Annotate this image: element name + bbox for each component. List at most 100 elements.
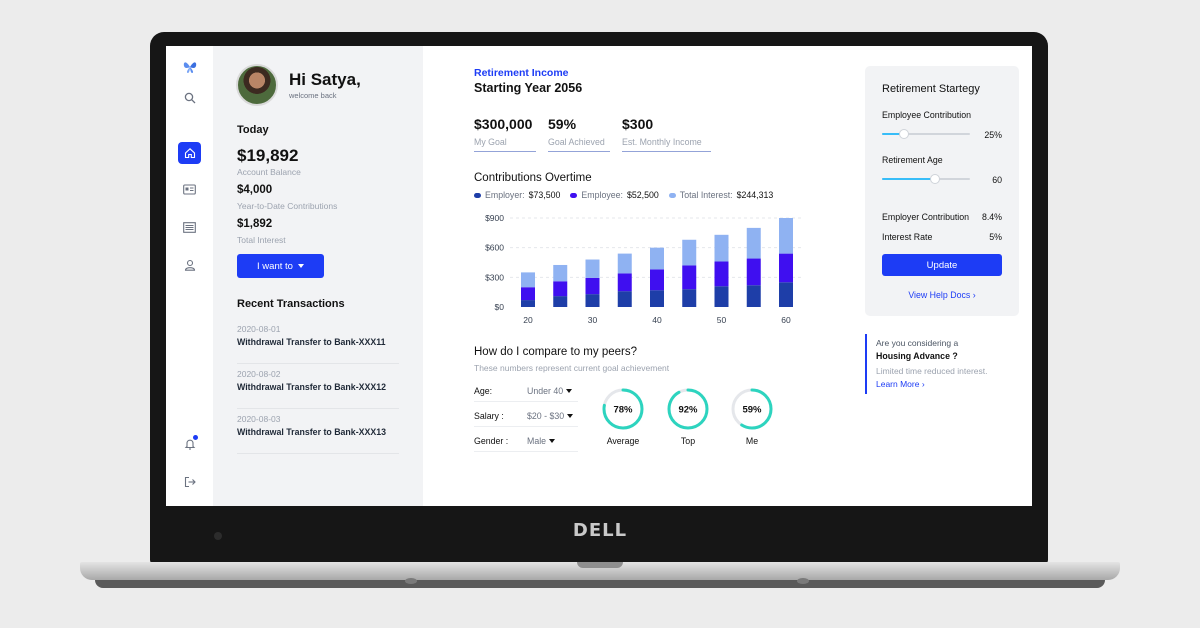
stat-label: Goal Achieved (548, 137, 610, 152)
ring-value: 59% (742, 405, 762, 416)
retirement-strategy-card: Retirement Startegy Employee Contributio… (865, 66, 1019, 316)
bell-icon[interactable] (178, 433, 201, 455)
bar-segment-employee[interactable] (585, 277, 600, 295)
y-tick-label: $600 (485, 243, 504, 253)
retirement-age-value: 60 (992, 175, 1002, 185)
stat-value: 59% (548, 116, 577, 132)
bar-segment-total-interest[interactable] (617, 253, 632, 274)
transaction-date: 2020-08-01 (237, 324, 281, 334)
peer-ring-me: 59% Me (727, 386, 777, 446)
account-balance-label: Account Balance (237, 167, 301, 177)
bar-segment-employer[interactable] (650, 290, 664, 307)
employee-contribution-slider[interactable] (882, 129, 970, 139)
brand-logo: DELL (572, 520, 628, 541)
bar-segment-employer[interactable] (779, 282, 793, 307)
bar-segment-employer[interactable] (521, 300, 535, 307)
bar-segment-total-interest[interactable] (650, 247, 664, 270)
bar-segment-employee[interactable] (617, 273, 632, 292)
y-tick-label: $0 (495, 302, 505, 312)
bar-segment-total-interest[interactable] (521, 272, 535, 288)
filter-age[interactable]: Age: Under 40 (474, 380, 578, 402)
bar-segment-employer[interactable] (553, 296, 568, 307)
filter-salary[interactable]: Salary : $20 - $30 (474, 405, 578, 427)
caret-down-icon (549, 438, 556, 443)
strategy-title: Retirement Startegy (882, 83, 980, 95)
legend-value: $244,313 (736, 190, 774, 200)
peer-ring-average: 78% Average (598, 386, 648, 446)
filter-gender[interactable]: Gender : Male (474, 430, 578, 452)
bar-segment-employee[interactable] (682, 265, 697, 290)
x-tick-label: 50 (717, 315, 727, 325)
progress-ring: 59% (731, 388, 773, 430)
bar-segment-employee[interactable] (553, 281, 568, 297)
legend-swatch (570, 192, 578, 198)
x-tick-label: 40 (652, 315, 662, 325)
bar-segment-employer[interactable] (617, 291, 632, 307)
progress-ring: 78% (602, 388, 644, 430)
caret-down-icon (567, 413, 574, 418)
bar-segment-employee[interactable] (779, 253, 793, 283)
stat-label: Est. Monthly Income (622, 137, 711, 152)
view-help-docs-link[interactable]: View Help Docs › (865, 290, 1019, 300)
bar-segment-employer[interactable] (714, 286, 729, 307)
transaction-item[interactable]: 2020-08-02 Withdrawal Transfer to Bank-X… (237, 369, 399, 409)
ring-progress (731, 388, 773, 430)
filter-dropdown[interactable]: Male (527, 436, 556, 446)
bar-segment-employee[interactable] (746, 258, 761, 286)
retirement-age-slider[interactable] (882, 174, 970, 184)
update-button[interactable]: Update (882, 254, 1002, 276)
housing-title: Housing Advance ? (876, 351, 958, 361)
id-card-icon[interactable] (178, 178, 201, 200)
bar-segment-total-interest[interactable] (714, 234, 729, 262)
bar-segment-employee[interactable] (521, 287, 535, 301)
contributions-title: Contributions Overtime (474, 172, 592, 184)
legend-employee: Employee: $52,500 (570, 190, 659, 200)
slider-handle[interactable] (899, 129, 909, 139)
peers-title: How do I compare to my peers? (474, 346, 637, 358)
learn-more-link[interactable]: Learn More › (876, 379, 1019, 389)
bar-segment-total-interest[interactable] (682, 239, 697, 266)
butterfly-logo-icon[interactable] (178, 56, 201, 78)
x-tick-label: 20 (523, 315, 533, 325)
contributions-chart: $0 $300 $600 $900 20 30 40 50 60 (485, 213, 804, 325)
ring-progress (602, 388, 644, 430)
transaction-item[interactable]: 2020-08-03 Withdrawal Transfer to Bank-X… (237, 414, 399, 454)
bar-segment-employer[interactable] (682, 289, 697, 307)
peers-subtitle: These numbers represent current goal ach… (474, 363, 670, 373)
housing-advance-promo: Are you considering a Housing Advance ? … (865, 334, 1019, 394)
search-icon[interactable] (178, 87, 201, 109)
housing-desc: Limited time reduced interest. (876, 366, 988, 376)
list-icon[interactable] (178, 216, 201, 238)
bar-segment-employer[interactable] (585, 294, 600, 307)
transaction-item[interactable]: 2020-08-01 Withdrawal Transfer to Bank-X… (237, 324, 399, 364)
logout-icon[interactable] (178, 471, 201, 493)
legend-value: $52,500 (626, 190, 659, 200)
filter-label: Salary : (474, 410, 504, 421)
legend-swatch (668, 192, 676, 198)
home-icon[interactable] (178, 142, 201, 164)
slider-handle[interactable] (929, 174, 940, 184)
employer-contribution-value: 8.4% (981, 212, 1002, 222)
bar-segment-employee[interactable] (650, 269, 664, 291)
i-want-to-button[interactable]: I want to (237, 254, 324, 278)
avatar[interactable] (236, 64, 278, 106)
bar-segment-total-interest[interactable] (779, 218, 793, 254)
transaction-date: 2020-08-03 (237, 414, 281, 424)
filter-dropdown[interactable]: Under 40 (527, 386, 573, 396)
bar-segment-total-interest[interactable] (553, 264, 568, 282)
i-want-to-label: I want to (257, 260, 293, 272)
x-tick-label: 30 (588, 315, 598, 325)
filter-dropdown[interactable]: $20 - $30 (527, 411, 574, 421)
bar-segment-total-interest[interactable] (746, 227, 761, 259)
bar-segment-employer[interactable] (746, 285, 761, 307)
stat-monthly-income: $300 Est. Monthly Income (622, 116, 711, 152)
bar-segment-employee[interactable] (714, 261, 729, 287)
slider-fill (882, 133, 904, 135)
legend-name: Total Interest: (679, 190, 733, 200)
bar-segment-total-interest[interactable] (585, 259, 600, 278)
laptop-notch (577, 562, 623, 568)
chevron-right-icon: › (972, 290, 976, 300)
laptop-foot (405, 578, 417, 584)
user-icon[interactable] (178, 254, 201, 276)
learn-more-label: Learn More (876, 379, 920, 389)
